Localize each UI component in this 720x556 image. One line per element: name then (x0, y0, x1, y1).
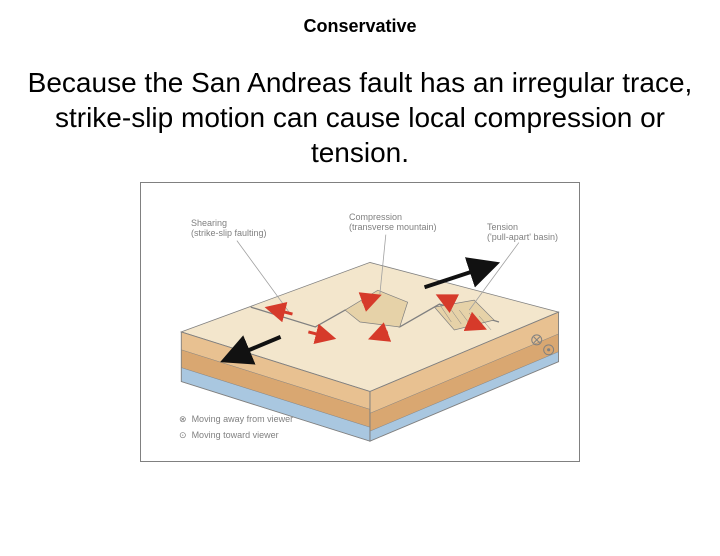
symbol-away: ⊗ (179, 414, 187, 424)
legend-toward: ⊙ Moving toward viewer (179, 431, 279, 441)
label-shearing-l2: (strike-slip faulting) (191, 228, 267, 238)
label-shearing: Shearing (strike-slip faulting) (191, 219, 267, 239)
label-tension-l1: Tension (487, 222, 518, 232)
body-paragraph: Because the San Andreas fault has an irr… (20, 65, 700, 170)
legend-toward-text: Moving toward viewer (192, 430, 279, 440)
symbol-toward: ⊙ (179, 430, 187, 440)
label-shearing-l1: Shearing (191, 218, 227, 228)
label-tension: Tension ('pull-apart' basin) (487, 223, 558, 243)
legend-away: ⊗ Moving away from viewer (179, 415, 293, 425)
page-title: Conservative (0, 16, 720, 37)
label-compression-l1: Compression (349, 212, 402, 222)
label-compression: Compression (transverse mountain) (349, 213, 437, 233)
fault-diagram: Shearing (strike-slip faulting) Compress… (140, 182, 580, 462)
label-compression-l2: (transverse mountain) (349, 222, 437, 232)
legend-away-text: Moving away from viewer (192, 414, 294, 424)
label-tension-l2: ('pull-apart' basin) (487, 232, 558, 242)
